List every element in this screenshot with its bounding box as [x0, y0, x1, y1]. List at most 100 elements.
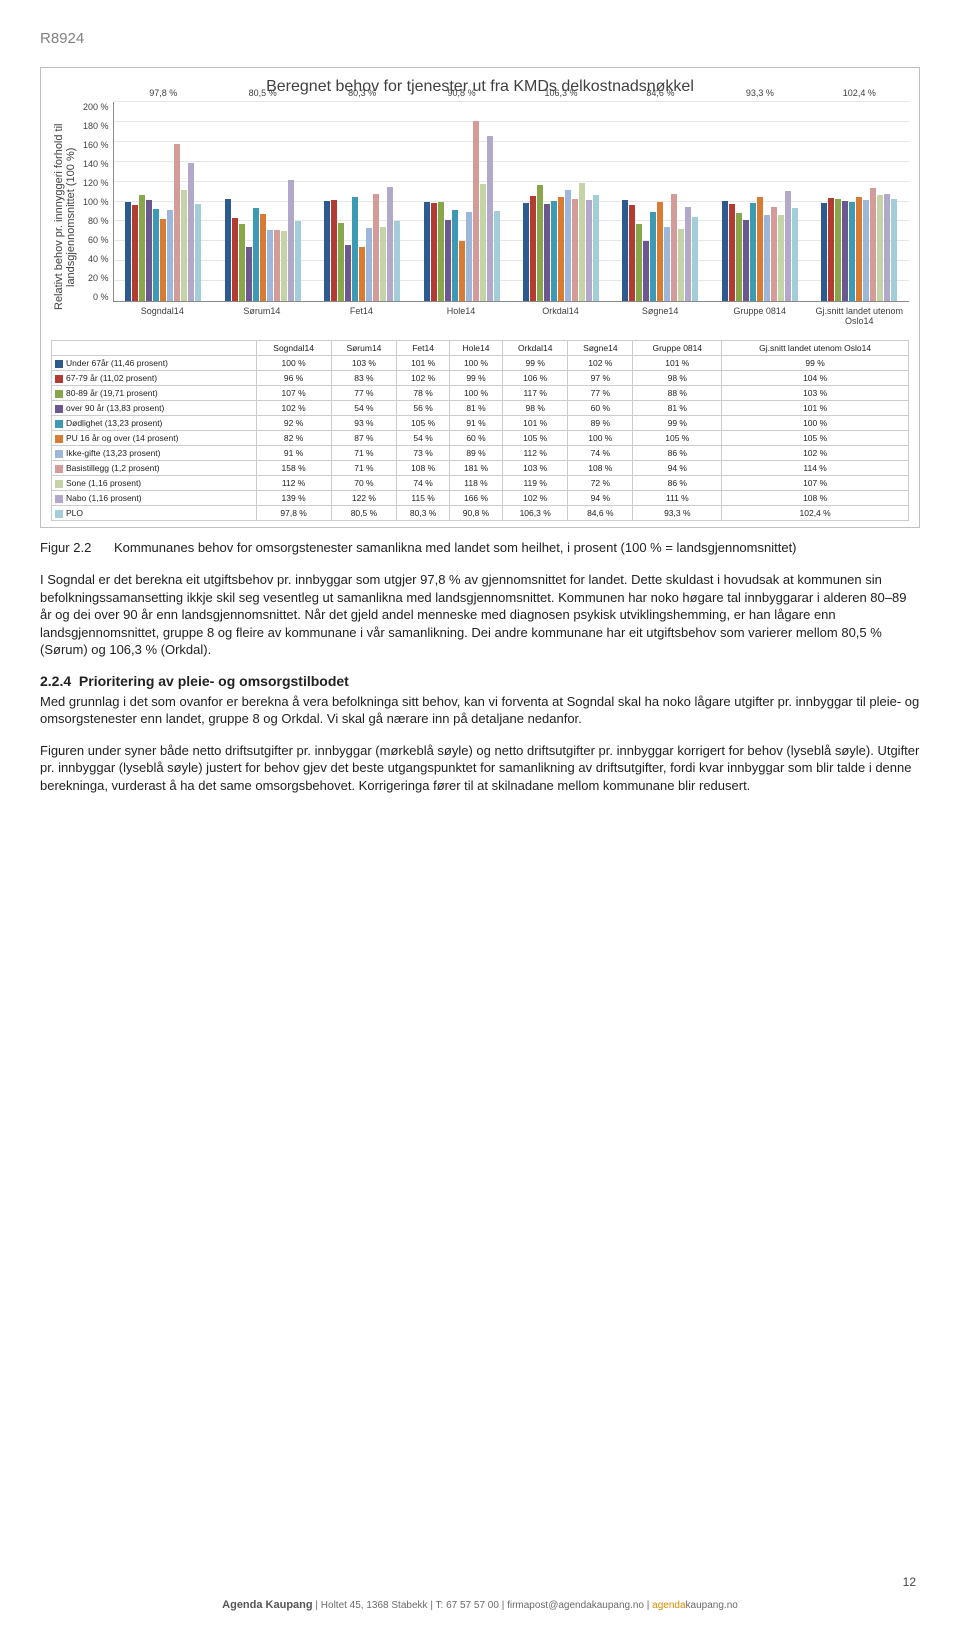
- table-cell: 102 %: [256, 401, 331, 416]
- table-cell: 102,4 %: [722, 506, 909, 521]
- table-cell: 103 %: [331, 356, 397, 371]
- chart-bar: [736, 213, 742, 301]
- chart-bar: [345, 245, 351, 301]
- chart-bar: [743, 220, 749, 301]
- table-cell: 103 %: [722, 386, 909, 401]
- table-cell: 77 %: [331, 386, 397, 401]
- table-cell: 84,6 %: [568, 506, 633, 521]
- chart-bar: [572, 199, 578, 301]
- chart-bar: [884, 194, 890, 301]
- table-column-header: Sørum14: [331, 341, 397, 356]
- table-cell: 74 %: [397, 476, 450, 491]
- chart-bar: [146, 200, 152, 301]
- chart-bar: [174, 144, 180, 301]
- table-cell: 96 %: [256, 371, 331, 386]
- chart-bar-group: 93,3 %: [710, 102, 809, 301]
- chart-bar: [352, 197, 358, 301]
- chart-bar: [139, 195, 145, 301]
- chart-bar: [785, 191, 791, 301]
- chart-bar: [629, 205, 635, 302]
- table-cell: 105 %: [503, 431, 568, 446]
- chart-bar: [267, 230, 273, 301]
- x-axis-label: Fet14: [312, 306, 412, 326]
- chart-bar: [671, 194, 677, 301]
- table-column-header: Gj.snitt landet utenom Oslo14: [722, 341, 909, 356]
- chart-bar: [891, 199, 897, 301]
- chart-container: Beregnet behov for tjenester ut fra KMDs…: [40, 67, 920, 528]
- chart-bar: [380, 227, 386, 301]
- chart-bar: [195, 204, 201, 301]
- table-cell: 93 %: [331, 416, 397, 431]
- table-cell: 91 %: [449, 416, 502, 431]
- paragraph: Med grunnlag i det som ovanfor er berekn…: [40, 693, 920, 728]
- table-cell: 99 %: [503, 356, 568, 371]
- chart-bar: [132, 205, 138, 301]
- table-row: Under 67år (11,46 prosent)100 %103 %101 …: [52, 356, 909, 371]
- table-cell: 118 %: [449, 476, 502, 491]
- table-cell: 101 %: [633, 356, 722, 371]
- table-row: PLO97,8 %80,5 %80,3 %90,8 %106,3 %84,6 %…: [52, 506, 909, 521]
- chart-bar: [281, 231, 287, 301]
- table-cell: 54 %: [331, 401, 397, 416]
- legend-label: Basistillegg (1,2 prosent): [52, 461, 257, 476]
- chart-bar: [771, 207, 777, 301]
- table-cell: 139 %: [256, 491, 331, 506]
- chart-bar: [622, 200, 628, 301]
- chart-bar: [494, 211, 500, 301]
- page-footer: Agenda Kaupang | Holtet 45, 1368 Stabekk…: [0, 1599, 960, 1611]
- figure-number: Figur 2.2: [40, 540, 114, 555]
- table-cell: 158 %: [256, 461, 331, 476]
- footer-address: Holtet 45, 1368 Stabekk: [321, 1600, 428, 1611]
- table-cell: 90,8 %: [449, 506, 502, 521]
- chart-bar: [863, 200, 869, 301]
- legend-label: over 90 år (13,83 prosent): [52, 401, 257, 416]
- table-cell: 104 %: [722, 371, 909, 386]
- table-cell: 89 %: [449, 446, 502, 461]
- chart-bar: [160, 219, 166, 301]
- chart-bar: [480, 184, 486, 301]
- chart-bar: [636, 224, 642, 301]
- chart-bar: [551, 201, 557, 301]
- table-cell: 97,8 %: [256, 506, 331, 521]
- chart-bar: [586, 200, 592, 301]
- table-cell: 94 %: [568, 491, 633, 506]
- chart-bar: [792, 208, 798, 301]
- x-axis-label: Gj.snitt landet utenom Oslo14: [809, 306, 909, 326]
- table-cell: 100 %: [256, 356, 331, 371]
- table-cell: 94 %: [633, 461, 722, 476]
- table-column-header: Søgne14: [568, 341, 633, 356]
- chart-data-table: Sogndal14Sørum14Fet14Hole14Orkdal14Søgne…: [51, 340, 909, 521]
- table-cell: 108 %: [397, 461, 450, 476]
- chart-bar: [692, 217, 698, 301]
- table-cell: 102 %: [397, 371, 450, 386]
- table-cell: 112 %: [503, 446, 568, 461]
- table-cell: 56 %: [397, 401, 450, 416]
- table-cell: 107 %: [722, 476, 909, 491]
- footer-tel: 67 57 57 00: [446, 1600, 499, 1611]
- body-text: I Sogndal er det berekna eit utgiftsbeho…: [40, 571, 920, 794]
- table-cell: 72 %: [568, 476, 633, 491]
- table-cell: 119 %: [503, 476, 568, 491]
- table-cell: 74 %: [568, 446, 633, 461]
- legend-label: Sone (1,16 prosent): [52, 476, 257, 491]
- chart-bar: [366, 228, 372, 301]
- chart-bar: [530, 196, 536, 301]
- table-cell: 101 %: [503, 416, 568, 431]
- table-cell: 78 %: [397, 386, 450, 401]
- chart-bar: [856, 197, 862, 301]
- footer-tel-label: T:: [436, 1600, 447, 1611]
- chart-bar: [643, 241, 649, 301]
- table-row: 67-79 år (11,02 prosent)96 %83 %102 %99 …: [52, 371, 909, 386]
- legend-label: 67-79 år (11,02 prosent): [52, 371, 257, 386]
- chart-bar: [394, 221, 400, 301]
- table-row: PU 16 år og over (14 prosent)82 %87 %54 …: [52, 431, 909, 446]
- chart-bar: [459, 241, 465, 301]
- chart-bar: [842, 201, 848, 301]
- table-row: Dødlighet (13,23 prosent)92 %93 %105 %91…: [52, 416, 909, 431]
- paragraph: Figuren under syner både netto driftsutg…: [40, 742, 920, 795]
- table-cell: 60 %: [568, 401, 633, 416]
- chart-bar: [473, 121, 479, 301]
- chart-bar: [722, 201, 728, 301]
- footer-site: agenda: [652, 1600, 685, 1611]
- footer-brand: Agenda Kaupang: [222, 1599, 312, 1611]
